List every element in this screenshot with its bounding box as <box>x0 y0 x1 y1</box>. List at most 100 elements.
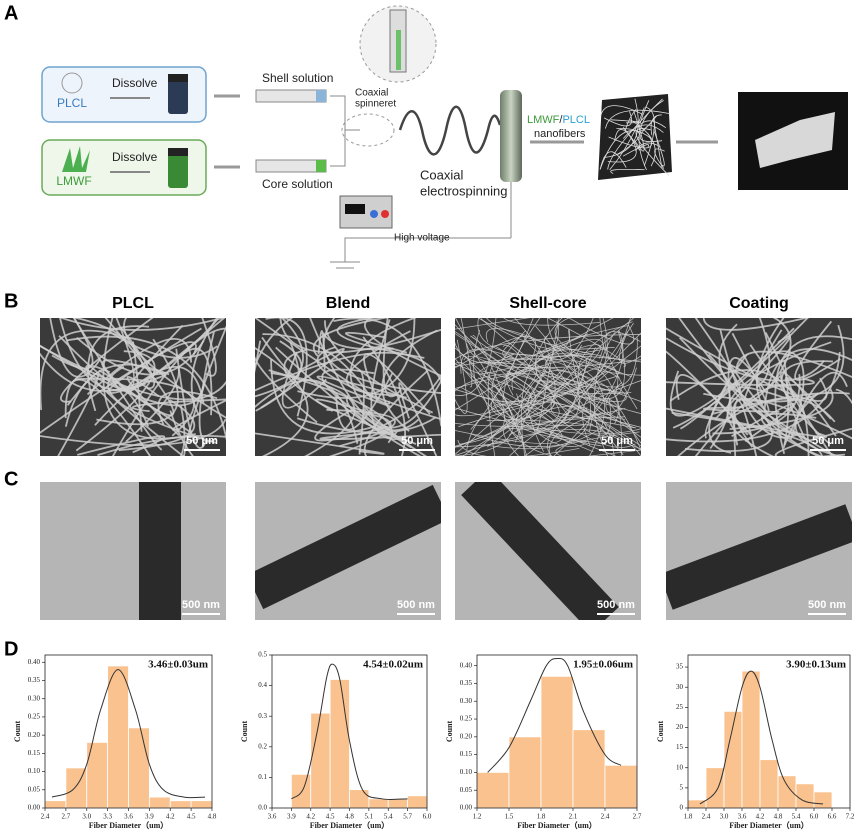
fiber <box>531 367 608 406</box>
x-tick-label: 1.8 <box>537 813 546 821</box>
y-tick-label: 0.30 <box>28 694 41 702</box>
scale-label: 50 μm <box>401 435 433 447</box>
bar <box>107 665 129 809</box>
scale-label: 500 nm <box>808 599 846 611</box>
schematic: PLCL Dissolve LMWF Dissolve Shell soluti… <box>41 5 848 269</box>
y-axis-label: Count <box>656 720 665 742</box>
fiber <box>87 325 150 412</box>
shell-solution-label: Shell solution <box>262 71 333 85</box>
spinneret-label: Coaxial <box>355 88 388 99</box>
sem-title: PLCL <box>112 295 154 312</box>
fiber <box>508 371 641 450</box>
x-axis-label: Fiber Diameter（um） <box>89 820 169 830</box>
fiber <box>322 332 394 351</box>
fiber <box>60 318 154 403</box>
dissolve-label: Dissolve <box>112 150 158 164</box>
plcl-label: PLCL <box>57 96 87 110</box>
y-tick-label: 0.20 <box>460 732 473 740</box>
fiber <box>466 400 635 450</box>
tem-bg <box>40 482 226 620</box>
panel-label: C <box>4 468 18 490</box>
fiber <box>455 358 579 423</box>
y-tick-label: 0.00 <box>460 804 473 812</box>
y-tick-label: 0.25 <box>460 715 473 723</box>
bar <box>329 679 350 809</box>
x-tick-label: 2.7 <box>633 813 642 821</box>
fiber <box>455 368 538 455</box>
fiber <box>541 387 581 398</box>
bar <box>572 729 606 809</box>
fiber <box>794 392 843 456</box>
high-voltage-label: High voltage <box>394 233 450 244</box>
scale-label: 50 μm <box>186 435 218 447</box>
fiber <box>312 318 389 357</box>
tem-image <box>666 482 852 620</box>
fiber <box>704 379 731 439</box>
y-tick-label: 20 <box>676 723 684 731</box>
fiber <box>64 363 170 427</box>
fiber <box>460 348 641 438</box>
fiber <box>577 322 634 394</box>
x-tick-label: 6.0 <box>810 813 819 821</box>
panel-label: A <box>4 2 18 24</box>
fiber <box>126 376 180 436</box>
x-tick-label: 4.8 <box>208 813 217 821</box>
fiber <box>461 482 619 620</box>
fiber <box>455 362 491 415</box>
bar <box>476 772 510 809</box>
fiber <box>364 318 441 377</box>
syringe-tip <box>316 160 326 172</box>
fiber <box>319 431 441 441</box>
y-tick-label: 0.5 <box>258 651 267 659</box>
y-tick-label: 0.15 <box>28 749 41 757</box>
bar <box>65 767 88 809</box>
y-tick-label: 0.30 <box>460 697 473 705</box>
fiber <box>593 332 615 456</box>
fiber <box>72 318 163 451</box>
fiber <box>455 373 641 402</box>
fiber <box>585 398 612 437</box>
electrospinning-label: Coaxial <box>420 167 463 182</box>
vial <box>168 148 188 188</box>
sem-title: Shell-core <box>509 295 586 312</box>
fiber <box>605 382 626 421</box>
fiber <box>677 397 836 456</box>
sem-image <box>666 318 852 456</box>
fiber <box>643 106 655 166</box>
fiber <box>582 388 610 446</box>
display <box>345 204 365 214</box>
fiber <box>760 412 820 456</box>
fiber <box>794 320 841 381</box>
y-axis-label: Count <box>240 720 249 742</box>
fiber <box>514 383 583 443</box>
x-tick-label: 6.6 <box>828 813 837 821</box>
fiber <box>610 168 645 174</box>
jet <box>398 105 502 156</box>
bar <box>368 798 389 809</box>
lmwf-icon <box>62 146 90 172</box>
fiber <box>316 375 407 408</box>
fiber <box>255 484 441 610</box>
fiber <box>599 151 627 170</box>
fiber <box>180 347 213 416</box>
fiber <box>486 318 626 362</box>
y-tick-label: 0.05 <box>28 785 41 793</box>
bar <box>148 796 171 809</box>
x-tick-label: 1.8 <box>684 813 693 821</box>
fiber <box>398 382 438 456</box>
vial-cap <box>168 74 188 82</box>
y-tick-label: 0.10 <box>460 768 473 776</box>
x-tick-label: 2.7 <box>62 813 71 821</box>
fiber <box>669 370 739 417</box>
x-tick-label: 4.2 <box>756 813 765 821</box>
fiber <box>297 318 416 399</box>
fiber <box>455 335 537 374</box>
needle-zoom <box>341 113 395 147</box>
fiber <box>619 331 641 364</box>
knob <box>370 210 378 218</box>
fiber <box>455 366 546 390</box>
fiber <box>175 348 207 449</box>
fiber <box>549 431 617 456</box>
fiber <box>132 341 143 432</box>
